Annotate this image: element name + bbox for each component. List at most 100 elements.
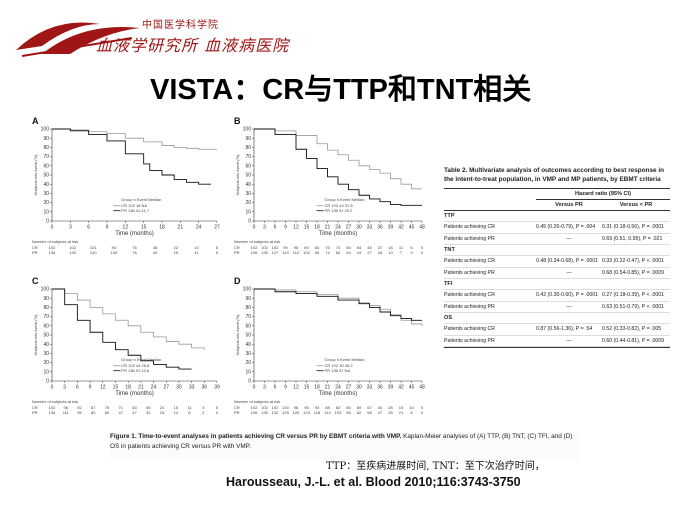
table-cell: 0.48 (0.34-0.68), P = .0001	[536, 258, 599, 264]
x-tick-label: 21	[178, 225, 184, 231]
table-cell: Patients achieving CR	[444, 224, 496, 230]
table-col-header-row: Versus PR Versus < PR	[444, 200, 670, 210]
risk-value: 0	[421, 410, 424, 415]
risk-value: 60	[336, 250, 341, 255]
table-cell: 0.87 (0.56-1.36), P = .54	[536, 326, 593, 332]
table-cell: 0.63 (0.51-0.79), P < .0001	[602, 303, 665, 310]
risk-value: 26	[388, 405, 393, 410]
table-2: Table 2. Multivariate analysis of outcom…	[444, 167, 670, 387]
x-tick-label: 3	[263, 385, 266, 391]
x-tick-label: 0	[253, 385, 256, 391]
x-tick-label: 48	[419, 385, 425, 391]
risk-value: 49	[153, 250, 158, 255]
risk-value: 112	[293, 250, 300, 255]
x-tick-label: 39	[388, 225, 394, 231]
table-row: Patients achieving PR — 0.60 (0.44-0.81), …	[444, 336, 670, 347]
x-tick-label: 27	[346, 385, 352, 391]
risk-value: 130	[69, 250, 76, 255]
y-tick-label: 100	[41, 287, 50, 293]
risk-value: 0	[216, 405, 219, 410]
risk-value: 63	[132, 405, 137, 410]
km-curve-cr	[52, 128, 217, 150]
x-tick-label: 27	[163, 385, 169, 391]
figure-caption: Figure 1. Time-to-event analyses in pati…	[110, 432, 580, 460]
risk-value: 40	[378, 405, 383, 410]
legend-header: Group n Event Median	[325, 197, 365, 202]
risk-value: 5	[216, 250, 219, 255]
x-tick-label: 36	[377, 225, 383, 231]
x-tick-label: 33	[367, 385, 373, 391]
km-curve-cr	[254, 288, 423, 326]
risk-value: 95	[304, 405, 309, 410]
y-tick-label: 40	[43, 342, 49, 348]
x-tick-label: 21	[325, 385, 331, 391]
risk-value: 102	[272, 245, 279, 250]
risk-value: 13	[194, 245, 199, 250]
x-axis-label: Time (months)	[115, 231, 153, 237]
risk-value: 6	[410, 245, 413, 250]
x-axis-label: Time (months)	[115, 391, 153, 397]
y-tick-label: 60	[43, 163, 49, 169]
table-cell: —	[566, 303, 572, 310]
risk-value: 8	[188, 410, 191, 415]
caption-text: Kaplan-Meier analyses of (A) TTP, (B) TN…	[110, 433, 573, 450]
risk-value: 102	[49, 405, 56, 410]
risk-value: 65	[346, 245, 351, 250]
risk-value: 102	[272, 405, 279, 410]
risk-value: 127	[272, 250, 279, 255]
risk-value: 74	[325, 250, 330, 255]
legend-row: CR 102 30 46.2	[325, 363, 354, 368]
risk-value: 102	[251, 245, 258, 250]
legend-row: PR 136 37 NA	[325, 368, 351, 373]
x-tick-label: 18	[159, 225, 165, 231]
risk-value: 135	[261, 250, 268, 255]
risk-value: 102	[69, 245, 76, 250]
y-tick-label: 30	[43, 351, 49, 357]
risk-value: 22	[174, 245, 179, 250]
x-tick-label: 24	[151, 385, 157, 391]
km-curve-pr	[52, 288, 192, 370]
y-tick-label: 30	[245, 351, 251, 357]
y-tick-label: 40	[43, 182, 49, 188]
x-tick-label: 48	[419, 225, 425, 231]
x-tick-label: 24	[335, 225, 341, 231]
table-cell: Patients achieving CR	[444, 258, 496, 264]
y-tick-label: 100	[243, 287, 252, 293]
x-tick-label: 36	[377, 385, 383, 391]
x-tick-label: 9	[284, 225, 287, 231]
risk-value: 32	[146, 410, 151, 415]
y-tick-label: 30	[245, 191, 251, 197]
table-row: Patients achieving PR — 0.68 (0.54-0.85), …	[444, 268, 670, 279]
risk-value: 90	[315, 250, 320, 255]
table-cell: 0.68 (0.54-0.85), P = .0009	[602, 269, 665, 276]
risk-value: 44	[357, 250, 362, 255]
y-axis-label: Subjects w/o event (%)	[235, 154, 240, 196]
x-tick-label: 15	[304, 225, 310, 231]
risk-value: 102	[49, 245, 56, 250]
risk-value: 48	[367, 245, 372, 250]
legend-row: PR 136 91 13.6	[121, 368, 150, 373]
y-tick-label: 100	[243, 127, 252, 133]
risk-row-label: CR	[234, 245, 240, 250]
risk-value: 82	[336, 405, 341, 410]
risk-value: 24	[160, 405, 165, 410]
risk-value: 25	[174, 250, 179, 255]
table-row: Patients achieving CR 0.42 (0.30-0.60), P…	[444, 290, 670, 302]
table-cell: 0.69 (0.51, 0.95), P = .021	[602, 235, 663, 242]
y-tick-label: 100	[41, 127, 50, 133]
km-curve-pr	[254, 128, 422, 206]
legend-row: CR 102 18 NA	[121, 203, 147, 208]
table-cell: Patients achieving PR	[444, 269, 495, 276]
risk-value: 0	[216, 410, 219, 415]
risk-value: 11	[399, 245, 404, 250]
risk-value: 120	[90, 250, 97, 255]
x-tick-label: 12	[100, 385, 106, 391]
y-tick-label: 90	[43, 136, 49, 142]
risk-value: 101	[90, 245, 97, 250]
risk-value: 111	[63, 410, 70, 415]
legend-header: Group n Event Median	[325, 357, 365, 362]
risk-value: 37	[378, 245, 383, 250]
panel-letter: A	[32, 116, 39, 126]
table-row: Patients achieving PR — 0.63 (0.51-0.79), …	[444, 302, 670, 313]
risk-value: 2	[202, 410, 205, 415]
